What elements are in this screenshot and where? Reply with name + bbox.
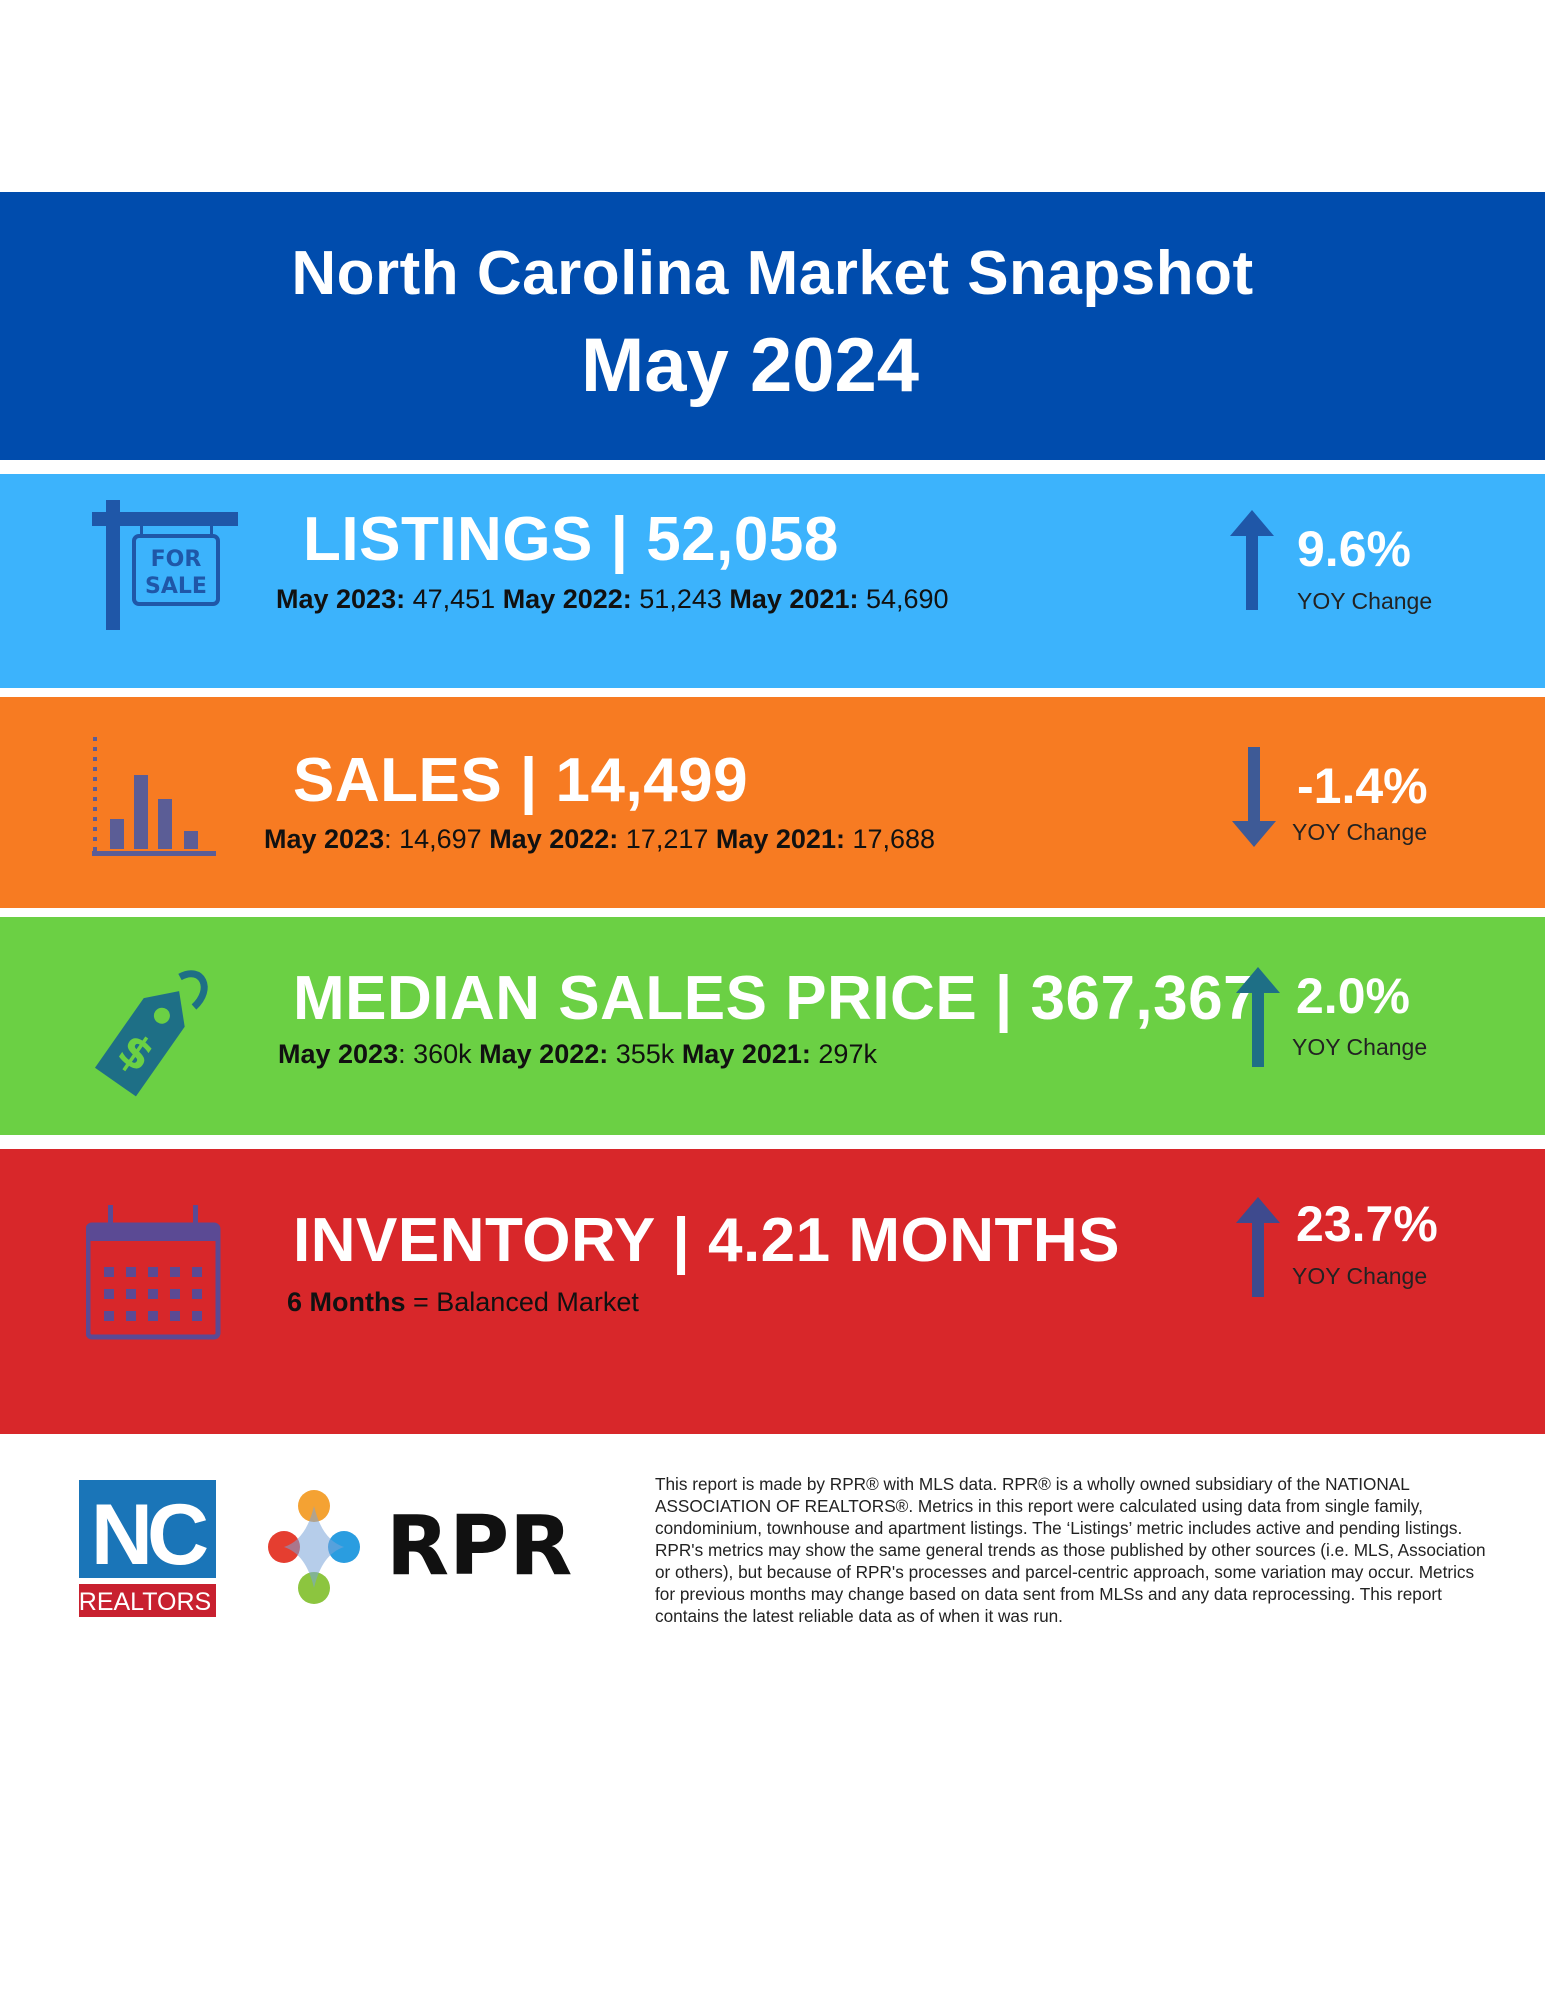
nc-logo-text: NC — [91, 1487, 207, 1583]
inventory-note: 6 Months = Balanced Market — [287, 1287, 639, 1318]
price-band: $ MEDIAN SALES PRICE | 367,367 May 2023:… — [0, 917, 1545, 1135]
sales-band: SALES | 14,499 May 2023: 14,697 May 2022… — [0, 697, 1545, 908]
disclaimer-text: This report is made by RPR® with MLS dat… — [655, 1474, 1486, 1626]
sign-text-for: FOR — [151, 547, 202, 572]
listings-history: May 2023: 47,451 May 2022: 51,243 May 20… — [276, 584, 949, 615]
inventory-note-rest: = Balanced Market — [405, 1287, 639, 1317]
history-value: 54,690 — [858, 584, 949, 614]
history-value: 297k — [810, 1039, 877, 1069]
inventory-band: INVENTORY | 4.21 MONTHS 6 Months = Balan… — [0, 1149, 1545, 1434]
arrow-up-icon — [1236, 1197, 1280, 1297]
price-tag-icon: $ — [94, 970, 208, 1097]
sales-yoy-percent: -1.4% — [1297, 758, 1428, 814]
price-yoy-label: YOY Change — [1292, 1034, 1428, 1060]
inventory-yoy-label: YOY Change — [1292, 1263, 1428, 1289]
history-value: 17,688 — [844, 824, 936, 854]
rpr-logo: RPR — [268, 1490, 572, 1604]
history-label: May 2021: — [715, 824, 845, 854]
sales-headline: SALES | 14,499 — [293, 746, 749, 815]
history-label: May 2023 — [278, 1039, 399, 1069]
price-history: May 2023: 360k May 2022: 355k May 2021: … — [278, 1039, 877, 1070]
history-value: : 360k — [398, 1039, 480, 1069]
calendar-icon — [86, 1205, 221, 1340]
history-label: May 2022: — [502, 584, 632, 614]
listings-yoy-label: YOY Change — [1297, 588, 1433, 614]
history-value: 47,451 — [405, 584, 503, 614]
history-label: May 2022: — [479, 1039, 609, 1069]
sign-text-sale: SALE — [145, 574, 207, 599]
history-label: May 2021: — [681, 1039, 811, 1069]
header-banner: North Carolina Market Snapshot May 2024 — [0, 192, 1545, 460]
nc-realtors-logo: NC REALTORS — [79, 1480, 216, 1617]
listings-yoy-percent: 9.6% — [1297, 521, 1411, 577]
history-label: May 2021: — [729, 584, 859, 614]
sales-yoy-label: YOY Change — [1292, 819, 1428, 845]
inventory-headline: INVENTORY | 4.21 MONTHS — [293, 1206, 1121, 1275]
for-sale-sign-icon: FOR SALE — [92, 500, 238, 630]
sales-history: May 2023: 14,697 May 2022: 17,217 May 20… — [264, 824, 935, 855]
history-value: 17,217 — [618, 824, 716, 854]
rpr-logo-text: RPR — [386, 1499, 572, 1594]
arrow-down-icon — [1232, 747, 1276, 847]
history-value: 355k — [608, 1039, 682, 1069]
history-label: May 2023 — [264, 824, 385, 854]
page-title: North Carolina Market Snapshot — [291, 239, 1254, 308]
history-label: May 2023: — [276, 584, 406, 614]
page-subtitle: May 2024 — [580, 323, 920, 408]
inventory-yoy-percent: 23.7% — [1296, 1196, 1438, 1252]
realtors-logo-text: REALTORS — [79, 1588, 211, 1616]
arrow-up-icon — [1236, 967, 1280, 1067]
bar-chart-icon — [92, 737, 216, 856]
history-value: : 14,697 — [384, 824, 490, 854]
price-yoy-percent: 2.0% — [1296, 968, 1410, 1024]
arrow-up-icon — [1230, 510, 1274, 610]
inventory-note-bold: 6 Months — [287, 1287, 406, 1317]
price-headline: MEDIAN SALES PRICE | 367,367 — [293, 964, 1259, 1033]
history-label: May 2022: — [489, 824, 619, 854]
listings-headline: LISTINGS | 52,058 — [303, 505, 839, 574]
listings-band: FOR SALE LISTINGS | 52,058 May 2023: 47,… — [0, 474, 1545, 688]
history-value: 51,243 — [631, 584, 730, 614]
